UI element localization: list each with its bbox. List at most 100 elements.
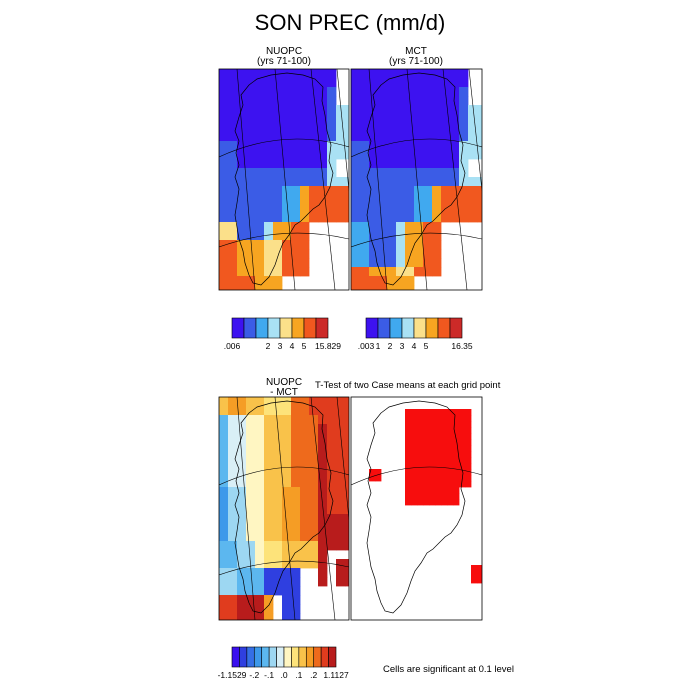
grid-cell [441, 159, 451, 169]
grid-cell [264, 141, 274, 151]
grid-cell [450, 186, 460, 196]
grid-cell [309, 114, 319, 124]
grid-cell [450, 213, 460, 223]
colorbar-swatch [243, 317, 257, 339]
grid-cell [291, 604, 301, 614]
grid-cell [228, 559, 238, 569]
grid-cell [228, 150, 238, 160]
significant-cell [441, 463, 448, 470]
grid-cell [237, 415, 247, 425]
grid-cell [387, 141, 397, 151]
grid-cell [405, 258, 415, 268]
grid-cell [345, 505, 349, 515]
panel-title-mct-period: (yrs 71-100) [389, 56, 443, 67]
panel-title-nuopc-name: NUOPC [265, 46, 303, 57]
grid-cell [237, 424, 247, 434]
colorbar-tick-label: 4 [412, 341, 417, 351]
grid-cell [396, 123, 406, 133]
grid-cell [327, 141, 337, 151]
significant-cell [441, 433, 448, 440]
grid-cell [282, 586, 292, 596]
grid-cell [345, 150, 349, 160]
grid-cell [282, 541, 292, 551]
grid-cell [396, 177, 406, 187]
grid-cell [237, 177, 247, 187]
grid-cell [300, 397, 310, 407]
grid-cell [282, 231, 292, 241]
grid-cell [345, 177, 349, 187]
grid-cell [459, 123, 469, 133]
significant-cell [411, 433, 418, 440]
colorbar-tick-label: 16.35 [451, 341, 473, 351]
significant-cell [405, 463, 412, 470]
grid-cell [255, 186, 265, 196]
grid-cell [273, 195, 283, 205]
grid-cell [405, 150, 415, 160]
grid-cell [378, 249, 388, 259]
grid-cell [387, 267, 397, 277]
grid-cell [423, 258, 433, 268]
grid-cell [282, 141, 292, 151]
grid-cell [255, 78, 265, 88]
significant-cell [447, 499, 454, 506]
grid-cell [432, 159, 442, 169]
grid-cell [237, 195, 247, 205]
grid-cell [282, 613, 292, 620]
significant-cell [411, 463, 418, 470]
significant-cell [441, 427, 448, 434]
panel-frames [218, 68, 483, 621]
grid-cell [387, 105, 397, 115]
grid-cell [228, 141, 238, 151]
grid-cell [246, 114, 256, 124]
grid-cell [255, 123, 265, 133]
grid-cell [309, 433, 319, 443]
grid-cell [255, 132, 265, 142]
grid-cell [318, 177, 328, 187]
grid-cell [273, 514, 283, 524]
grid-cell [318, 496, 328, 506]
grid-cell [441, 150, 451, 160]
grid-cell [309, 213, 319, 223]
significant-cell [417, 427, 424, 434]
grid-cell [360, 249, 370, 259]
grid-cell [282, 150, 292, 160]
significant-cell [459, 409, 466, 416]
significant-cell [459, 439, 466, 446]
grid-cell [441, 186, 451, 196]
grid-cell [441, 69, 451, 79]
grid-cell [327, 195, 337, 205]
grid-cell [369, 87, 379, 97]
grid-cell [282, 604, 292, 614]
grid-cell [387, 204, 397, 214]
grid-cell [300, 415, 310, 425]
significant-cell [423, 445, 430, 452]
grid-cell [414, 222, 424, 232]
grid-cell [387, 132, 397, 142]
grid-cell [327, 168, 337, 178]
grid-cell [300, 460, 310, 470]
colorbar-tick-label: .003 [358, 341, 375, 351]
grid-cell [345, 424, 349, 434]
significant-cell [435, 493, 442, 500]
grid-cell [246, 451, 256, 461]
grid-cell [273, 267, 283, 277]
grid-cell [246, 604, 256, 614]
grid-cell [327, 186, 337, 196]
significant-cell [405, 493, 412, 500]
grid-cell [219, 87, 229, 97]
grid-cell [219, 406, 229, 416]
grid-cell [432, 96, 442, 106]
colorbar-swatch [291, 317, 305, 339]
significant-cell [435, 415, 442, 422]
significant-cell [405, 421, 412, 428]
significant-cell [435, 475, 442, 482]
significant-cell [435, 481, 442, 488]
grid-cell [387, 159, 397, 169]
grid-cell [264, 285, 274, 290]
grid-cell [237, 460, 247, 470]
grid-cell [273, 204, 283, 214]
grid-cell [423, 105, 433, 115]
significant-cell [429, 475, 436, 482]
grid-cell [318, 451, 328, 461]
grid-cell [414, 105, 424, 115]
